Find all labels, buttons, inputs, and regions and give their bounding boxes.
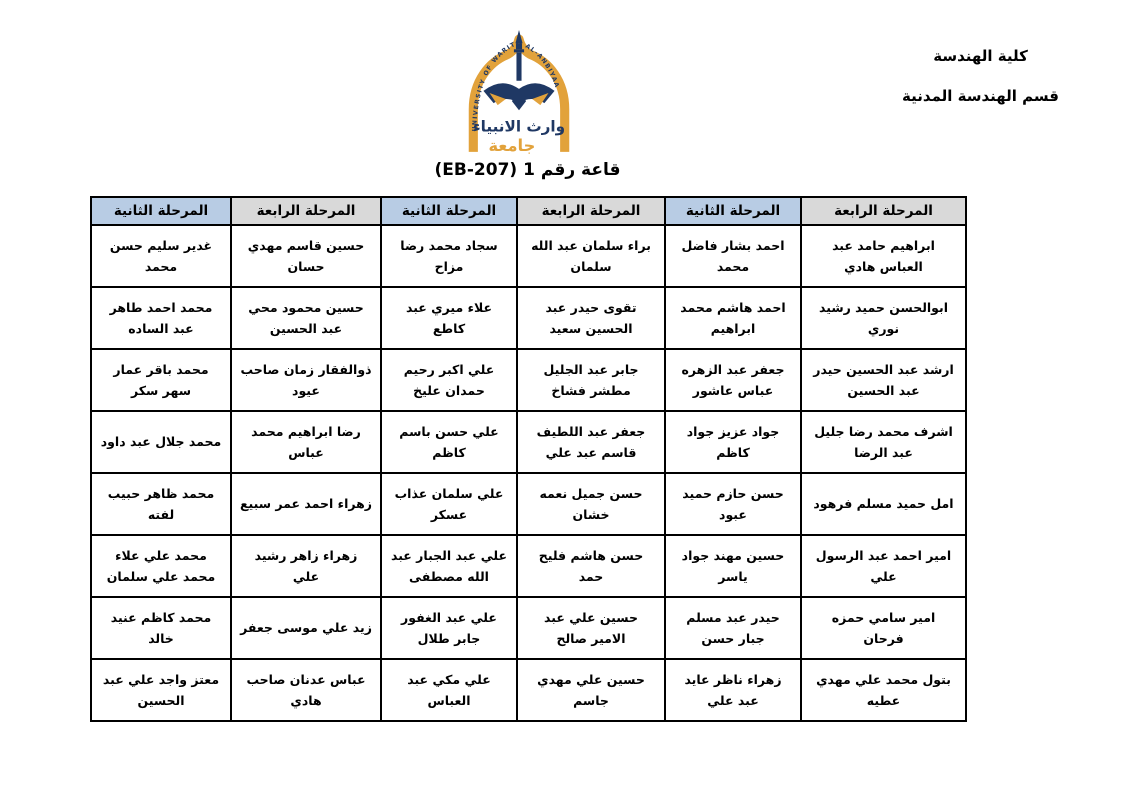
student-name-cell: معتز واجد علي عبد الحسين [90,658,232,722]
student-name-cell: محمد احمد طاهر عبد الساده [90,286,232,350]
student-name-cell: سجاد محمد رضا مزاح [380,224,518,288]
table-row: امل حميد مسلم فرهود حسن حازم حميد عبود حسن… [90,472,967,536]
stage-header-cell: المرحلة الرابعة [800,196,967,226]
student-name-cell: علي عبد الغفور جابر طلال [380,596,518,660]
student-name-cell: حيدر عبد مسلم جبار حسن [664,596,802,660]
header-row: المرحلة الرابعة المرحلة الثانية المرحلة ال… [90,196,967,226]
stage-header-cell: المرحلة الثانية [90,196,232,226]
org-header: كلية الهندسة قسم الهندسة المدنية [902,46,1059,106]
student-name-cell: زيد علي موسى جعفر [230,596,382,660]
student-name-cell: حسن هاشم فليح حمد [516,534,666,598]
student-name-cell: احمد هاشم محمد ابراهيم [664,286,802,350]
student-name-cell: ذوالفقار زمان صاحب عيود [230,348,382,412]
student-name-cell: حسين محمود محي عبد الحسين [230,286,382,350]
student-name-cell: حسين قاسم مهدي حسان [230,224,382,288]
student-name-cell: محمد جلال عبد داود [90,410,232,474]
student-name-cell: حسن حازم حميد عبود [664,472,802,536]
student-name-cell: زهراء ناظر عايد عبد علي [664,658,802,722]
stage-header-cell: المرحلة الثانية [664,196,802,226]
student-name-cell: امل حميد مسلم فرهود [800,472,967,536]
student-name-cell: ابوالحسن حميد رشيد نوري [800,286,967,350]
student-name-cell: علي اكبر رحيم حمدان عليخ [380,348,518,412]
open-book-icon [483,83,555,111]
table-row: اشرف محمد رضا جليل عبد الرضا جواد عزيز جو… [90,410,967,474]
student-name-cell: جابر عبد الجليل مطشر فشاخ [516,348,666,412]
seating-table: المرحلة الرابعة المرحلة الثانية المرحلة ال… [90,196,967,722]
table-row: بتول محمد علي مهدي عطيه زهراء ناظر عايد ع… [90,658,967,722]
table-head: المرحلة الرابعة المرحلة الثانية المرحلة ال… [90,196,967,226]
table-row: ابوالحسن حميد رشيد نوري احمد هاشم محمد اب… [90,286,967,350]
student-name-cell: علاء ميري عبد كاطع [380,286,518,350]
table-row: ارشد عبد الحسين حيدر عبد الحسين جعفر عبد … [90,348,967,412]
student-name-cell: تقوى حيدر عبد الحسين سعيد [516,286,666,350]
stage-header-cell: المرحلة الرابعة [230,196,382,226]
student-name-cell: غدير سليم حسن محمد [90,224,232,288]
student-name-cell: جعفر عبد اللطيف قاسم عبد علي [516,410,666,474]
student-name-cell: محمد باقر عمار سهر سكر [90,348,232,412]
hall-title: قاعة رقم 1 (EB-207) [434,160,621,180]
student-name-cell: محمد ظاهر حبيب لفته [90,472,232,536]
student-name-cell: جواد عزيز جواد كاظم [664,410,802,474]
student-name-cell: محمد علي علاء محمد علي سلمان [90,534,232,598]
student-name-cell: حسين علي عبد الامير صالح [516,596,666,660]
student-name-cell: علي مكي عبد العباس [380,658,518,722]
student-name-cell: حسين علي مهدي جاسم [516,658,666,722]
student-name-cell: علي سلمان عذاب عسكر [380,472,518,536]
student-name-cell: براء سلمان عبد الله سلمان [516,224,666,288]
minaret-icon [513,30,525,81]
college-name: كلية الهندسة [933,47,1028,65]
student-name-cell: حسن جميل نعمه خشان [516,472,666,536]
table-body: ابراهيم حامد عبد العباس هادي احمد بشار فا… [90,224,967,722]
student-name-cell: محمد كاظم عنيد خالد [90,596,232,660]
student-name-cell: ابراهيم حامد عبد العباس هادي [800,224,967,288]
student-name-cell: امير احمد عبد الرسول علي [800,534,967,598]
student-name-cell: احمد بشار فاضل محمد [664,224,802,288]
university-logo-svg: UNIVERSITY OF WARITH AL-ANBIYAA وارث الا… [468,30,570,155]
stage-header-cell: المرحلة الرابعة [516,196,666,226]
table-row: ابراهيم حامد عبد العباس هادي احمد بشار فا… [90,224,967,288]
student-name-cell: علي عبد الجبار عبد الله مصطفى [380,534,518,598]
student-name-cell: علي حسن باسم كاظم [380,410,518,474]
department-name: قسم الهندسة المدنية [902,87,1059,105]
student-name-cell: عباس عدنان صاحب هادي [230,658,382,722]
table-row: امير احمد عبد الرسول علي حسين مهند جواد ي… [90,534,967,598]
student-name-cell: بتول محمد علي مهدي عطيه [800,658,967,722]
student-name-cell: زهراء زاهر رشيد علي [230,534,382,598]
logo-arabic-word: جامعة [488,136,535,155]
student-name-cell: امير سامي حمزه فرحان [800,596,967,660]
student-name-cell: رضا ابراهيم محمد عباس [230,410,382,474]
university-logo: UNIVERSITY OF WARITH AL-ANBIYAA وارث الا… [452,30,586,162]
student-name-cell: اشرف محمد رضا جليل عبد الرضا [800,410,967,474]
table-row: امير سامي حمزه فرحان حيدر عبد مسلم جبار ح… [90,596,967,660]
student-name-cell: جعفر عبد الزهره عباس عاشور [664,348,802,412]
logo-arabic-calligraphy: وارث الانبياء [473,118,565,136]
student-name-cell: ارشد عبد الحسين حيدر عبد الحسين [800,348,967,412]
student-name-cell: زهراء احمد عمر سبيع [230,472,382,536]
stage-header-cell: المرحلة الثانية [380,196,518,226]
student-name-cell: حسين مهند جواد ياسر [664,534,802,598]
